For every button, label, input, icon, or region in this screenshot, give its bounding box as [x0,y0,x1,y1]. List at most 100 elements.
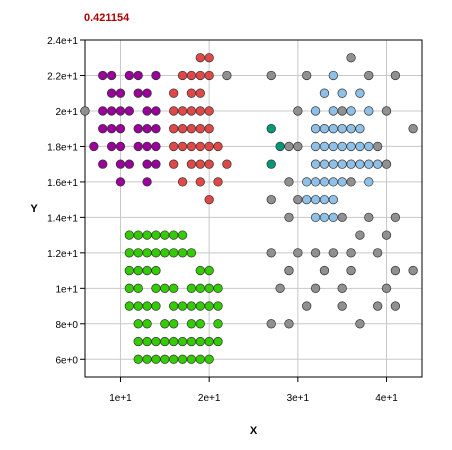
data-point [373,141,383,152]
data-point [124,70,134,81]
data-point [195,88,205,98]
y-tick-label: 2.2e+1 [47,71,78,82]
data-point [373,159,383,169]
data-point [124,230,134,240]
data-point [337,106,347,116]
x-axis-title: X [250,425,258,437]
data-point [195,70,205,81]
data-point [328,194,338,205]
data-point [169,230,179,240]
data-point [302,177,312,187]
data-point [115,159,126,169]
data-point [213,283,223,293]
data-point [177,336,188,347]
data-point [106,88,117,98]
data-point [364,106,374,116]
data-point [177,141,188,152]
data-point [346,53,356,63]
data-point [355,88,365,98]
data-point [390,212,401,223]
data-point [133,124,143,134]
data-point [142,319,152,329]
data-point [293,141,303,152]
data-point [195,53,205,63]
data-point [142,124,152,134]
data-point [319,177,330,187]
data-point [408,124,418,134]
data-point [310,194,321,205]
data-point [355,230,365,240]
data-point [346,159,356,169]
data-point [151,106,161,116]
data-point [284,212,294,223]
data-point [204,283,214,293]
data-point [98,70,108,81]
x-tick-label: 3e+1 [287,393,310,404]
data-point [284,141,294,152]
y-tick-label: 1.2e+1 [47,249,78,260]
data-point [151,230,161,240]
data-point [151,248,161,258]
data-point [319,141,330,152]
data-point [80,106,90,116]
data-point [310,124,321,134]
data-point [346,265,356,276]
data-point [266,159,276,169]
data-point [160,319,170,329]
data-point [310,212,321,223]
data-point [186,88,197,98]
data-point [346,106,356,116]
data-point [266,124,276,134]
data-point [98,124,108,134]
data-point [328,159,338,169]
data-point [204,336,214,347]
y-axis-title: Y [30,203,38,215]
data-point [142,106,152,116]
data-point [115,124,126,134]
data-point [373,301,383,311]
data-point [204,354,214,364]
data-point [355,319,365,329]
data-point [195,301,205,311]
data-point [186,106,197,116]
data-point [151,354,161,364]
data-point [142,230,152,240]
data-point [222,70,232,81]
data-point [186,70,197,81]
data-point [337,212,347,223]
data-point [177,106,188,116]
y-tick-label: 6e+0 [55,355,78,366]
data-point [124,265,134,276]
data-point [142,159,152,169]
data-point [160,354,170,364]
data-point [381,106,392,116]
data-point [204,53,214,63]
data-point [337,283,347,293]
data-point [186,124,197,134]
data-point [133,248,143,258]
data-point [310,106,321,116]
data-point [337,177,347,187]
data-point [151,336,161,347]
data-point [346,141,356,152]
data-point [195,177,205,187]
data-point [195,106,205,116]
data-point [266,248,276,258]
data-point [373,248,383,258]
data-point [169,248,179,258]
data-point [133,283,143,293]
data-point [302,301,312,311]
data-points [80,53,418,364]
data-point [328,124,338,134]
data-point [284,265,294,276]
point-group [124,230,223,364]
data-point [346,124,356,134]
data-point [204,159,214,169]
data-point [337,301,347,311]
data-point [328,70,338,81]
data-point [284,319,294,329]
data-point [186,159,197,169]
x-tick-label: 4e+1 [375,393,398,404]
data-point [160,248,170,258]
